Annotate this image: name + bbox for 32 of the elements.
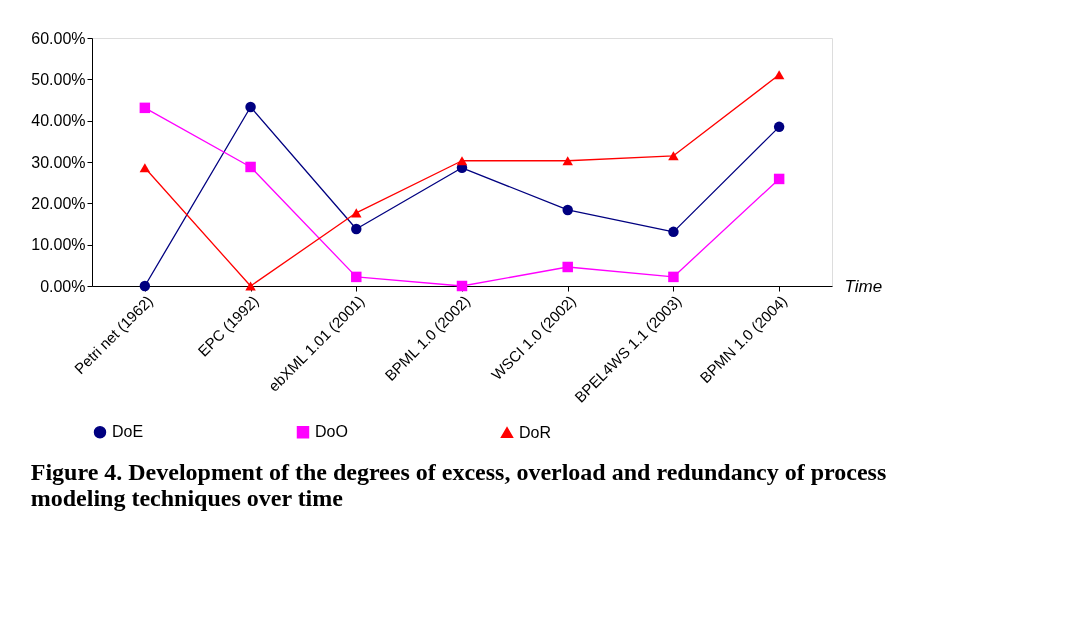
point — [351, 208, 362, 218]
point — [562, 261, 573, 273]
point — [245, 161, 256, 173]
point — [773, 121, 785, 133]
legend-label: DoE — [112, 423, 144, 441]
point — [562, 204, 573, 216]
y-tick-label: 20.00% — [31, 194, 86, 212]
point — [456, 156, 468, 166]
point — [562, 156, 573, 166]
point — [668, 226, 679, 238]
y-tick-label: 50.00% — [31, 70, 86, 88]
y-tick-label: 30.00% — [31, 153, 86, 171]
point — [245, 101, 256, 113]
text: Figure 4. Development of the degrees of excess, overload and redundancy of process modeling techniques over time — [30, 459, 887, 511]
y-tick-label: 40.00% — [31, 112, 86, 130]
point — [139, 163, 151, 173]
point — [668, 271, 679, 283]
point — [668, 151, 679, 161]
y-tick-label: 10.00% — [31, 236, 86, 254]
point — [351, 271, 362, 283]
x-axis-title: Time — [844, 276, 883, 296]
point — [456, 280, 468, 292]
point — [773, 70, 785, 80]
y-tick-label: 0.00% — [40, 277, 86, 295]
point — [139, 102, 151, 114]
point — [773, 173, 785, 185]
y-tick-label: 60.00% — [31, 29, 86, 47]
legend-label: DoO — [315, 423, 348, 441]
point — [139, 280, 151, 292]
point — [245, 281, 256, 291]
legend-label: DoR — [519, 423, 552, 441]
point — [351, 223, 362, 235]
